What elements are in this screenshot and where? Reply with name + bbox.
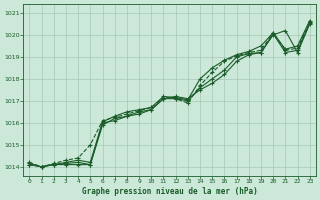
X-axis label: Graphe pression niveau de la mer (hPa): Graphe pression niveau de la mer (hPa) [82,187,257,196]
